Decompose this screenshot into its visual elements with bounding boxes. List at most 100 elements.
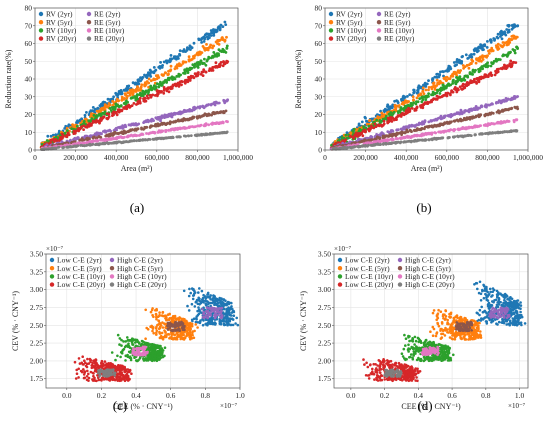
data-point	[444, 91, 448, 95]
x-axis-label: Area (m²)	[411, 164, 443, 173]
data-point	[486, 40, 489, 43]
data-point	[128, 106, 132, 109]
data-point	[496, 32, 500, 36]
data-point	[65, 126, 69, 130]
data-point	[178, 49, 182, 53]
legend-marker	[376, 20, 382, 25]
data-point	[130, 139, 134, 143]
data-point	[123, 97, 127, 100]
data-point	[123, 88, 127, 92]
data-point	[142, 99, 146, 103]
data-point	[507, 23, 511, 27]
data-point	[189, 108, 193, 112]
data-point	[380, 124, 384, 128]
data-point	[189, 67, 193, 71]
data-point	[177, 75, 181, 78]
data-point	[133, 133, 137, 137]
data-point	[202, 68, 206, 72]
data-point	[221, 131, 225, 135]
data-point	[386, 138, 389, 141]
data-point	[198, 51, 202, 55]
data-point	[174, 119, 178, 123]
data-point	[171, 78, 175, 81]
data-point	[510, 63, 514, 67]
data-point	[413, 124, 417, 127]
data-point	[139, 93, 143, 96]
data-point	[59, 136, 62, 139]
data-point	[189, 134, 193, 138]
data-point	[177, 85, 181, 88]
data-point	[216, 39, 220, 42]
data-point	[75, 145, 78, 148]
data-point	[448, 121, 452, 124]
data-point	[360, 139, 363, 143]
data-point	[120, 141, 123, 144]
x-tick-label: 1,000,000	[513, 153, 543, 162]
data-point	[506, 130, 510, 134]
data-point	[382, 119, 386, 123]
data-point	[68, 145, 72, 148]
legend-marker	[38, 11, 44, 17]
data-point	[485, 105, 488, 109]
data-point	[126, 86, 130, 90]
data-point	[506, 98, 509, 101]
data-point	[464, 126, 467, 130]
data-point	[479, 132, 483, 136]
data-point	[170, 87, 174, 90]
data-point	[515, 95, 519, 99]
x-tick-label: 600,000	[145, 153, 170, 162]
x-tick-label: 0	[323, 153, 327, 162]
legend-label: RE (20yr)	[94, 34, 125, 43]
data-point	[155, 329, 159, 333]
data-point	[169, 64, 173, 68]
data-point	[414, 107, 418, 111]
data-point	[130, 129, 133, 132]
data-point	[485, 63, 488, 67]
data-point	[200, 133, 204, 137]
data-point	[420, 96, 424, 100]
data-point	[170, 57, 174, 61]
data-point	[483, 73, 487, 76]
data-point	[103, 112, 107, 115]
data-point	[213, 316, 217, 320]
data-point	[471, 68, 475, 72]
data-point	[231, 318, 235, 321]
data-point	[133, 95, 137, 98]
data-point	[491, 102, 494, 106]
data-point	[144, 120, 148, 124]
data-point	[213, 310, 216, 313]
data-point	[443, 77, 446, 81]
data-point	[506, 40, 509, 44]
data-point	[366, 144, 369, 148]
data-point	[466, 126, 470, 130]
y-tick-label: 70	[25, 21, 33, 30]
data-point	[423, 127, 426, 131]
data-point	[510, 27, 514, 31]
data-point	[189, 48, 192, 51]
data-point	[385, 105, 389, 108]
data-point	[159, 122, 163, 126]
data-point	[183, 80, 187, 83]
data-point	[200, 41, 204, 44]
data-point	[138, 139, 141, 142]
data-point	[378, 143, 382, 147]
y-tick-label: 10	[25, 128, 33, 137]
data-point	[219, 322, 222, 326]
data-point	[409, 140, 413, 144]
data-point	[115, 141, 118, 145]
legend-marker	[38, 28, 44, 33]
data-point	[226, 99, 229, 102]
data-point	[201, 323, 205, 327]
legend-marker	[328, 20, 334, 25]
data-point	[219, 310, 223, 314]
data-point	[481, 58, 485, 61]
data-point	[469, 134, 473, 138]
data-point	[499, 120, 503, 124]
data-point	[162, 60, 166, 64]
data-point	[137, 89, 141, 92]
data-point	[399, 113, 403, 116]
data-point	[390, 120, 394, 123]
data-point	[474, 114, 478, 118]
data-point	[126, 134, 130, 138]
data-point	[417, 139, 420, 142]
